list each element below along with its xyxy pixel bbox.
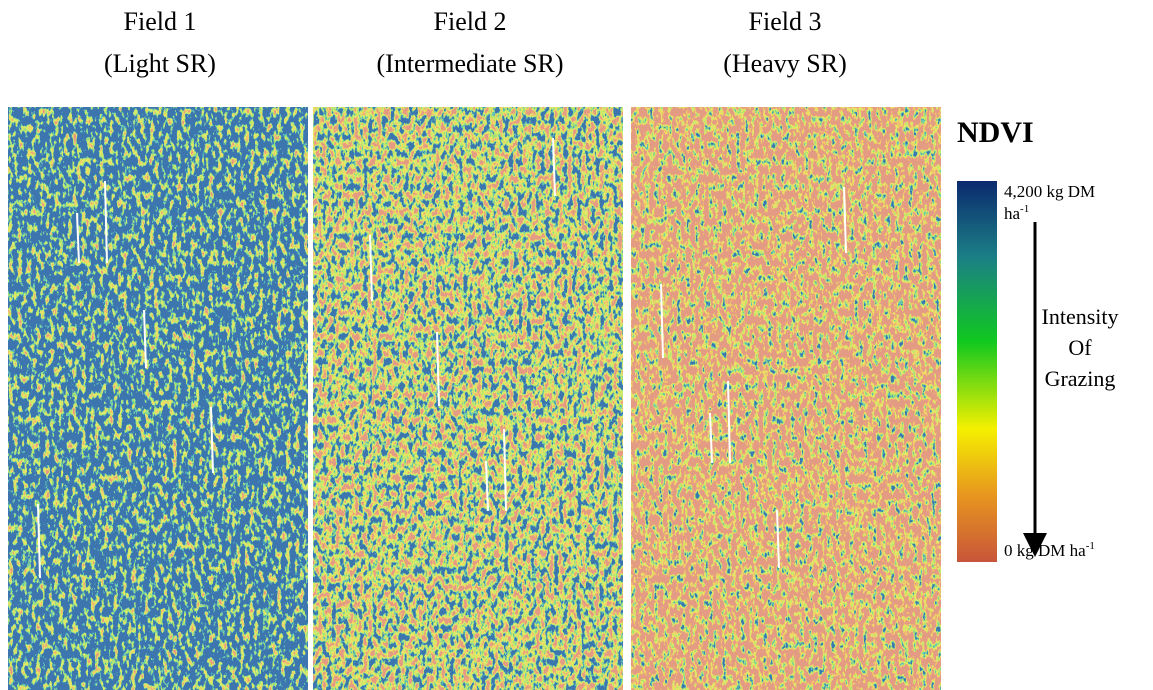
streak [369, 234, 373, 302]
field-name: Field 2 [434, 7, 507, 36]
field-titles: Field 1 (Light SR) Field 2 (Intermediate… [104, 7, 847, 78]
field-image [8, 107, 308, 690]
streak [436, 331, 440, 407]
arrow-label: Intensity [1042, 304, 1119, 329]
field-name: Field 1 [124, 7, 197, 36]
streak [210, 406, 214, 474]
field-name: Field 3 [749, 7, 822, 36]
max-label-unit: ha [1004, 204, 1021, 223]
legend-title: NDVI [957, 116, 1034, 149]
arrow-label: Of [1068, 335, 1092, 360]
streak [843, 186, 847, 254]
field-image [631, 107, 941, 690]
max-label-line: 4,200 kg DM [1004, 182, 1095, 201]
streak [76, 212, 80, 264]
streak [776, 509, 780, 569]
streak [104, 180, 108, 264]
color-bar [957, 181, 997, 562]
streak [727, 380, 731, 464]
field-stocking: (Intermediate SR) [377, 49, 564, 78]
streak [552, 137, 556, 197]
streak [660, 283, 664, 359]
field-stocking: (Heavy SR) [723, 49, 846, 78]
superscript: -1 [1020, 203, 1029, 215]
superscript: -1 [1086, 540, 1095, 552]
streak [709, 412, 713, 464]
min-label: 0 kg DM ha-1 [1004, 540, 1095, 560]
streak [143, 309, 147, 369]
min-label-text: 0 kg DM ha [1004, 541, 1086, 560]
field-images [8, 107, 941, 690]
streak [37, 503, 41, 579]
legend: NDVI 4,200 kg DM ha-1 Intensity Of Grazi… [957, 116, 1119, 562]
streak [485, 460, 489, 512]
arrow-label: Grazing [1045, 366, 1116, 391]
field-stocking: (Light SR) [104, 49, 216, 78]
field-image [313, 107, 623, 690]
max-label: ha-1 [1004, 203, 1029, 223]
max-label: 4,200 kg DM [1004, 182, 1095, 201]
streak [503, 428, 507, 512]
